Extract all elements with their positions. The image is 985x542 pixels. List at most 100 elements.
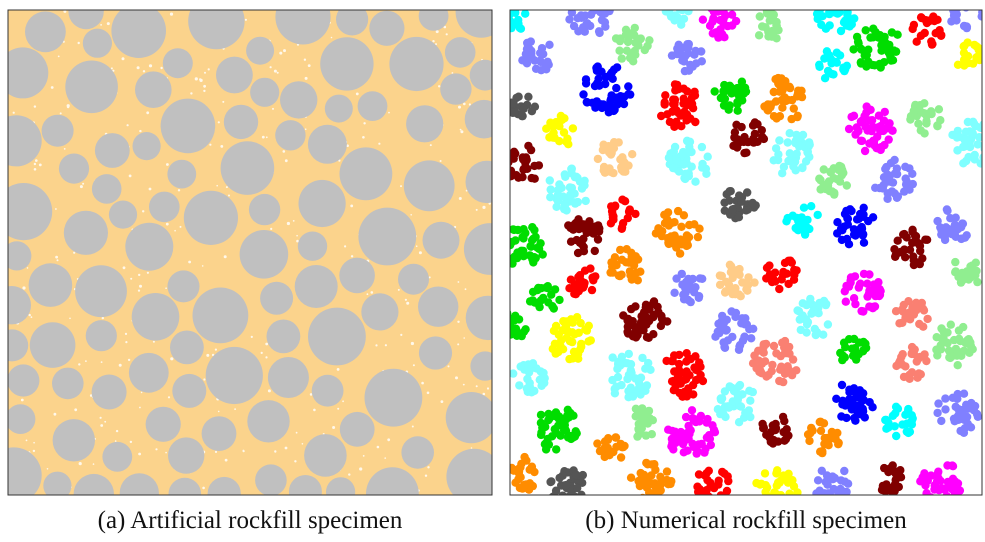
particle-dot [894, 405, 902, 413]
particle-dot [673, 81, 681, 89]
particle-dot [520, 165, 528, 173]
particle-dot [858, 137, 866, 145]
particle-dot [688, 62, 696, 70]
particle-dot [939, 334, 947, 342]
particle-dot [741, 320, 749, 328]
particle-dot [839, 352, 847, 360]
particle-dot [725, 196, 733, 204]
fine-grain [285, 159, 288, 162]
particle-dot [524, 93, 532, 101]
rock-particle [295, 265, 338, 308]
rock-particle [466, 296, 510, 340]
particle-dot [550, 134, 558, 142]
particle-dot [805, 437, 813, 445]
particle-dot [673, 156, 681, 164]
particle-dot [824, 320, 832, 328]
rock-particle [75, 265, 127, 317]
fine-grain [224, 255, 227, 258]
particle-dot [615, 271, 623, 279]
particle-dot [663, 317, 671, 325]
fine-grain [58, 56, 60, 58]
particle-dot [663, 110, 671, 118]
particle-dot [888, 127, 896, 135]
particle-dot [651, 466, 659, 474]
particle-dot [519, 155, 527, 163]
particle-dot [725, 187, 733, 195]
particle-dot [946, 214, 954, 222]
particle-dot [589, 0, 597, 3]
particle-dot [908, 226, 916, 234]
particle-dot [952, 0, 960, 4]
fine-grain [100, 417, 102, 419]
particle-dot [833, 9, 841, 17]
fine-grain [128, 359, 130, 361]
particle-dot [571, 492, 579, 500]
particle-dot [784, 479, 792, 487]
rock-particle [299, 180, 346, 227]
particle-dot [953, 133, 961, 141]
rock-particle [464, 223, 516, 275]
figure: (a) Artificial rockfill specimen (b) Num… [0, 0, 985, 542]
particle-dot [644, 419, 652, 427]
fine-grain [421, 382, 424, 385]
fine-grain [111, 67, 113, 69]
particle-dot [862, 62, 870, 70]
particle-dot [823, 471, 831, 479]
particle-dot [508, 315, 516, 323]
particle-dot [727, 83, 735, 91]
particle-dot [552, 445, 560, 453]
particle-dot [963, 38, 971, 46]
particle-dot [941, 405, 949, 413]
particle-dot [501, 335, 509, 343]
particle-dot [607, 219, 615, 227]
particle-dot [743, 188, 751, 196]
particle-dot [958, 276, 966, 284]
particle-dot [573, 484, 581, 492]
rock-particle [419, 336, 452, 369]
fine-grain [138, 274, 140, 276]
rock-particle [465, 100, 504, 139]
particle-dot [632, 252, 640, 260]
particle-dot [859, 405, 867, 413]
particle-dot [890, 487, 898, 495]
particle-dot [510, 108, 518, 116]
fine-grain [430, 144, 432, 146]
particle-dot [807, 310, 815, 318]
particle-dot [958, 0, 966, 3]
fine-grain [203, 378, 205, 380]
particle-dot [556, 432, 564, 440]
fine-grain [452, 72, 454, 74]
particle-dot [538, 44, 546, 52]
fine-grain [215, 451, 217, 453]
particle-dot [738, 137, 746, 145]
particle-dot [710, 8, 718, 16]
particle-dot [913, 357, 921, 365]
rock-particle [43, 472, 71, 500]
particle-dot [771, 420, 779, 428]
particle-dot [691, 178, 699, 186]
particle-dot [944, 478, 952, 486]
particle-dot [847, 207, 855, 215]
particle-dot [698, 143, 706, 151]
fine-grain [123, 266, 126, 269]
fine-grain [139, 130, 141, 132]
particle-dot [782, 217, 790, 225]
particle-dot [845, 496, 853, 504]
particle-dot [653, 493, 661, 501]
particle-dot [594, 75, 602, 83]
rock-particle [109, 201, 137, 229]
particle-dot [866, 398, 874, 406]
particle-dot [578, 220, 586, 228]
rock-particle [208, 477, 241, 510]
fine-grain [147, 272, 149, 274]
fine-grain [268, 389, 271, 392]
particle-dot [865, 302, 873, 310]
particle-dot [724, 336, 732, 344]
particle-dot [860, 270, 868, 278]
fine-grain [406, 302, 409, 305]
fine-grain [363, 455, 365, 457]
rock-particle [149, 192, 180, 223]
particle-dot [871, 184, 879, 192]
particle-dot [922, 357, 930, 365]
fine-grain [168, 396, 170, 398]
